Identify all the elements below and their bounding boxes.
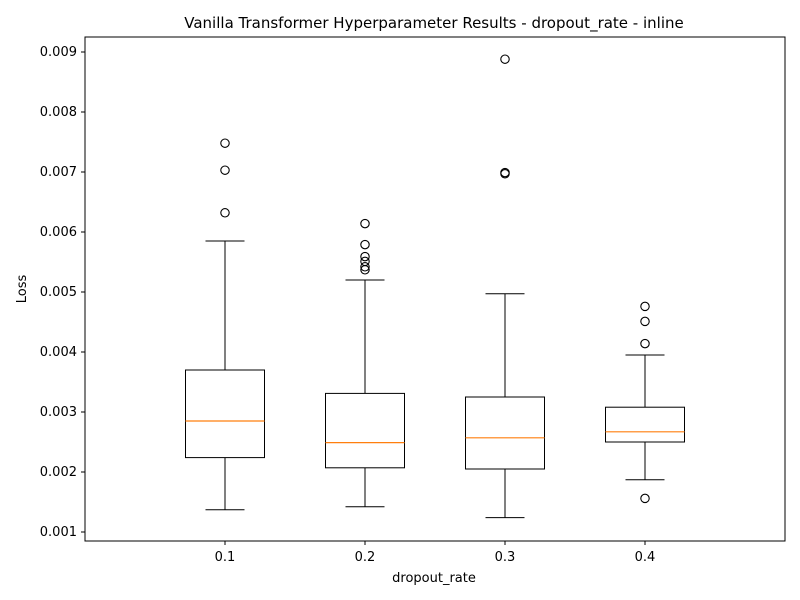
outlier-point: [640, 338, 650, 349]
y-tick-label: 0.001: [40, 525, 77, 540]
x-axis-label: dropout_rate: [392, 571, 476, 586]
x-tick-label: 0.4: [635, 550, 656, 565]
outlier-point: [220, 165, 230, 175]
box-body: [605, 406, 685, 443]
y-tick-label: 0.003: [40, 405, 77, 420]
y-tick-label: 0.005: [40, 285, 77, 300]
outlier-point: [640, 316, 650, 327]
outlier-point: [360, 239, 370, 250]
x-tick-label: 0.3: [495, 550, 516, 565]
box-body: [185, 369, 265, 459]
box-series: [185, 54, 685, 519]
y-tick-label: 0.009: [40, 45, 77, 60]
box-0.1: [185, 138, 265, 511]
y-axis-label: Loss: [15, 275, 30, 304]
outlier-point: [220, 138, 230, 148]
x-tick-label: 0.1: [215, 550, 236, 565]
x-tick-label: 0.2: [355, 550, 376, 565]
outlier-point: [640, 493, 650, 504]
box-0.3: [465, 54, 545, 519]
box-body: [325, 392, 405, 469]
box-0.2: [325, 218, 405, 508]
outlier-point: [220, 208, 230, 218]
y-tick-label: 0.004: [40, 345, 77, 360]
y-tick-label: 0.002: [40, 465, 77, 480]
x-axis: 0.1 0.2 0.3 0.4: [215, 541, 656, 565]
outlier-point: [640, 301, 650, 312]
plot-area-frame: [84, 36, 786, 542]
outlier-point: [500, 54, 510, 64]
chart-title: Vanilla Transformer Hyperparameter Resul…: [184, 14, 683, 33]
y-tick-label: 0.006: [40, 225, 77, 240]
outlier-point: [500, 167, 510, 178]
box-body: [465, 396, 545, 470]
outlier-point: [360, 251, 370, 262]
outlier-point: [360, 262, 370, 272]
outlier-point: [360, 218, 370, 229]
outlier-point: [360, 256, 370, 267]
box-0.4: [605, 301, 685, 504]
y-axis: 0.001 0.002 0.003 0.004 0.005 0.006 0.007 0.008…: [40, 45, 85, 540]
y-tick-label: 0.008: [40, 105, 77, 120]
y-tick-label: 0.007: [40, 165, 77, 180]
